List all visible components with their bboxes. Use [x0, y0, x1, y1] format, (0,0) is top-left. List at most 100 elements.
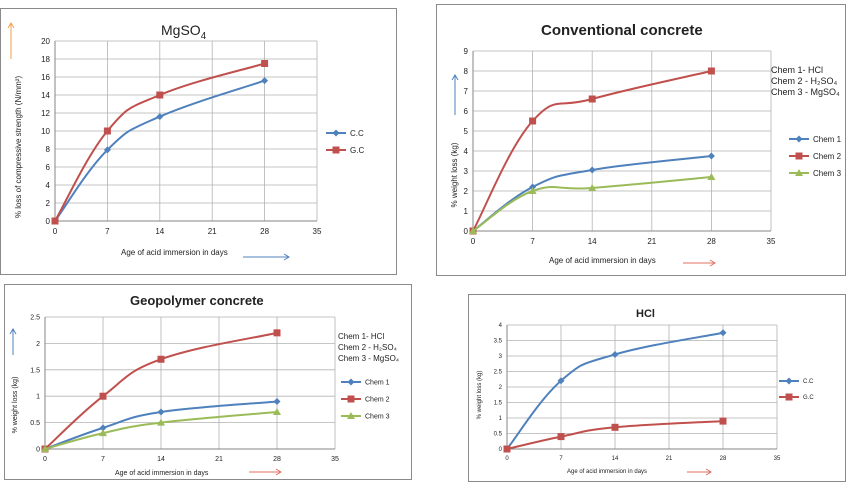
- decorative-arrow-icon: [249, 468, 282, 476]
- chem-key-note: Chem 1- HCl: [338, 332, 384, 341]
- chart-svg-conventional: 0 1 2 3 4 5 6 7 8 9 0 7 14 21 28 35 Conventional concret…: [450, 22, 842, 267]
- legend-label: Chem 1: [365, 379, 390, 386]
- legend-item: Chem 2: [789, 152, 842, 161]
- chart-title: Conventional concrete: [541, 22, 703, 39]
- legend-marker: [332, 129, 340, 137]
- chem-key-note: Chem 2 - H₂SO₄: [338, 343, 397, 352]
- chart-title: Geopolymer concrete: [130, 293, 264, 308]
- y-tick-label: 4: [464, 147, 469, 156]
- y-tick-label: 0: [36, 446, 40, 453]
- data-point: [719, 417, 727, 425]
- x-tick-label: 0: [505, 456, 509, 462]
- x-tick-label: 14: [157, 456, 165, 463]
- y-tick-label: 16: [41, 73, 50, 82]
- data-point: [611, 350, 619, 358]
- legend-label: Chem 2: [813, 152, 842, 161]
- data-point: [99, 429, 107, 437]
- x-tick-label: 0: [471, 237, 476, 246]
- y-tick-label: 6: [46, 163, 51, 172]
- y-tick-label: 18: [41, 55, 50, 64]
- y-tick-label: 1.5: [494, 401, 503, 407]
- x-axis-label: Age of acid immersion in days: [567, 469, 647, 475]
- y-tick-label: 0: [464, 227, 469, 236]
- chart-title: MgSO4: [161, 22, 207, 42]
- legend-marker: [785, 393, 793, 401]
- legend-label: C.C: [350, 129, 364, 138]
- data-point: [557, 377, 565, 385]
- data-point: [529, 183, 537, 191]
- chem-key-note: Chem 3 - MgSO₄: [771, 87, 840, 97]
- x-tick-label: 14: [155, 227, 164, 236]
- x-axis-label: Age of acid immersion in days: [115, 470, 209, 477]
- legend-item: Chem 3: [341, 412, 390, 420]
- chart-title-subscript: 4: [201, 31, 207, 42]
- y-tick-label: 0.5: [30, 420, 40, 427]
- y-tick-label: 3: [464, 167, 469, 176]
- data-point: [103, 146, 111, 154]
- y-tick-label: 4: [499, 323, 503, 329]
- legend-marker: [795, 135, 803, 143]
- data-point: [157, 418, 165, 426]
- x-axis-label: Age of acid immersion in days: [121, 248, 228, 257]
- y-axis-label: % loss of compressive strength (N/mm²): [14, 76, 23, 219]
- legend-marker: [785, 377, 793, 385]
- y-tick-label: 2.5: [30, 314, 40, 321]
- y-tick-label: 10: [41, 127, 50, 136]
- legend-item: Chem 1: [341, 378, 390, 386]
- data-point: [528, 187, 537, 194]
- data-point: [707, 173, 716, 180]
- legend-marker: [347, 412, 355, 419]
- decorative-arrow-icon: [9, 328, 17, 355]
- y-tick-label: 3: [499, 354, 503, 360]
- y-tick-label: 0: [46, 217, 51, 226]
- data-point: [588, 184, 597, 191]
- y-tick-label: 12: [41, 109, 50, 118]
- y-tick-label: 7: [464, 87, 469, 96]
- series-line-g-c: [54, 62, 265, 222]
- y-tick-label: 2: [499, 385, 503, 391]
- decorative-arrow-icon: [683, 259, 716, 267]
- legend-item: Chem 3: [789, 169, 842, 178]
- legend-label: Chem 3: [813, 169, 842, 178]
- series-line-chem-3: [472, 176, 712, 232]
- y-tick-label: 1: [36, 394, 40, 401]
- chem-key-note: Chem 2 - H₂SO₄: [771, 76, 838, 86]
- legend-label: C.C: [803, 379, 814, 385]
- data-point: [719, 329, 727, 337]
- y-axis-label: % weight loss (kg): [477, 371, 483, 420]
- x-tick-label: 21: [215, 456, 223, 463]
- y-tick-label: 14: [41, 91, 50, 100]
- chem-key-note: Chem 3 - MgSO₄: [338, 354, 399, 363]
- decorative-arrow-icon: [7, 22, 15, 59]
- data-point: [611, 423, 619, 431]
- series-line-c-c: [54, 79, 265, 222]
- x-tick-label: 35: [331, 456, 339, 463]
- x-tick-label: 21: [666, 456, 673, 462]
- x-tick-label: 7: [530, 237, 535, 246]
- x-tick-label: 28: [720, 456, 727, 462]
- legend-item: Chem 2: [341, 395, 390, 403]
- data-point: [469, 227, 477, 234]
- chart-panel-conventional-concrete: 0 1 2 3 4 5 6 7 8 9 0 7 14 21 28 35 Conventional concret…: [436, 4, 846, 276]
- y-tick-label: 1.5: [30, 367, 40, 374]
- series-line-chem-2: [44, 331, 278, 450]
- y-tick-label: 2.5: [494, 370, 503, 376]
- y-tick-label: 0.5: [494, 432, 503, 438]
- series-line-chem-1: [44, 400, 278, 450]
- y-axis-label: % weight loss (kg): [450, 142, 459, 207]
- data-point: [503, 445, 511, 453]
- y-tick-label: 1: [464, 207, 469, 216]
- x-tick-label: 28: [273, 456, 281, 463]
- data-point: [273, 329, 281, 337]
- x-tick-label: 28: [707, 237, 716, 246]
- data-point: [157, 408, 165, 416]
- y-tick-label: 8: [46, 145, 51, 154]
- chart-panel-hcl: 0 0.5 1 1.5 2 2.5 3 3.5 4 0 7 14 21 28 35 HCl Age of aci…: [468, 294, 846, 482]
- legend-item: C.C: [326, 129, 364, 138]
- series-line-chem-3: [44, 411, 278, 450]
- legend-label: Chem 1: [813, 135, 842, 144]
- data-point: [99, 424, 107, 432]
- data-point: [41, 445, 49, 452]
- x-tick-label: 0: [43, 456, 47, 463]
- data-point: [273, 397, 281, 405]
